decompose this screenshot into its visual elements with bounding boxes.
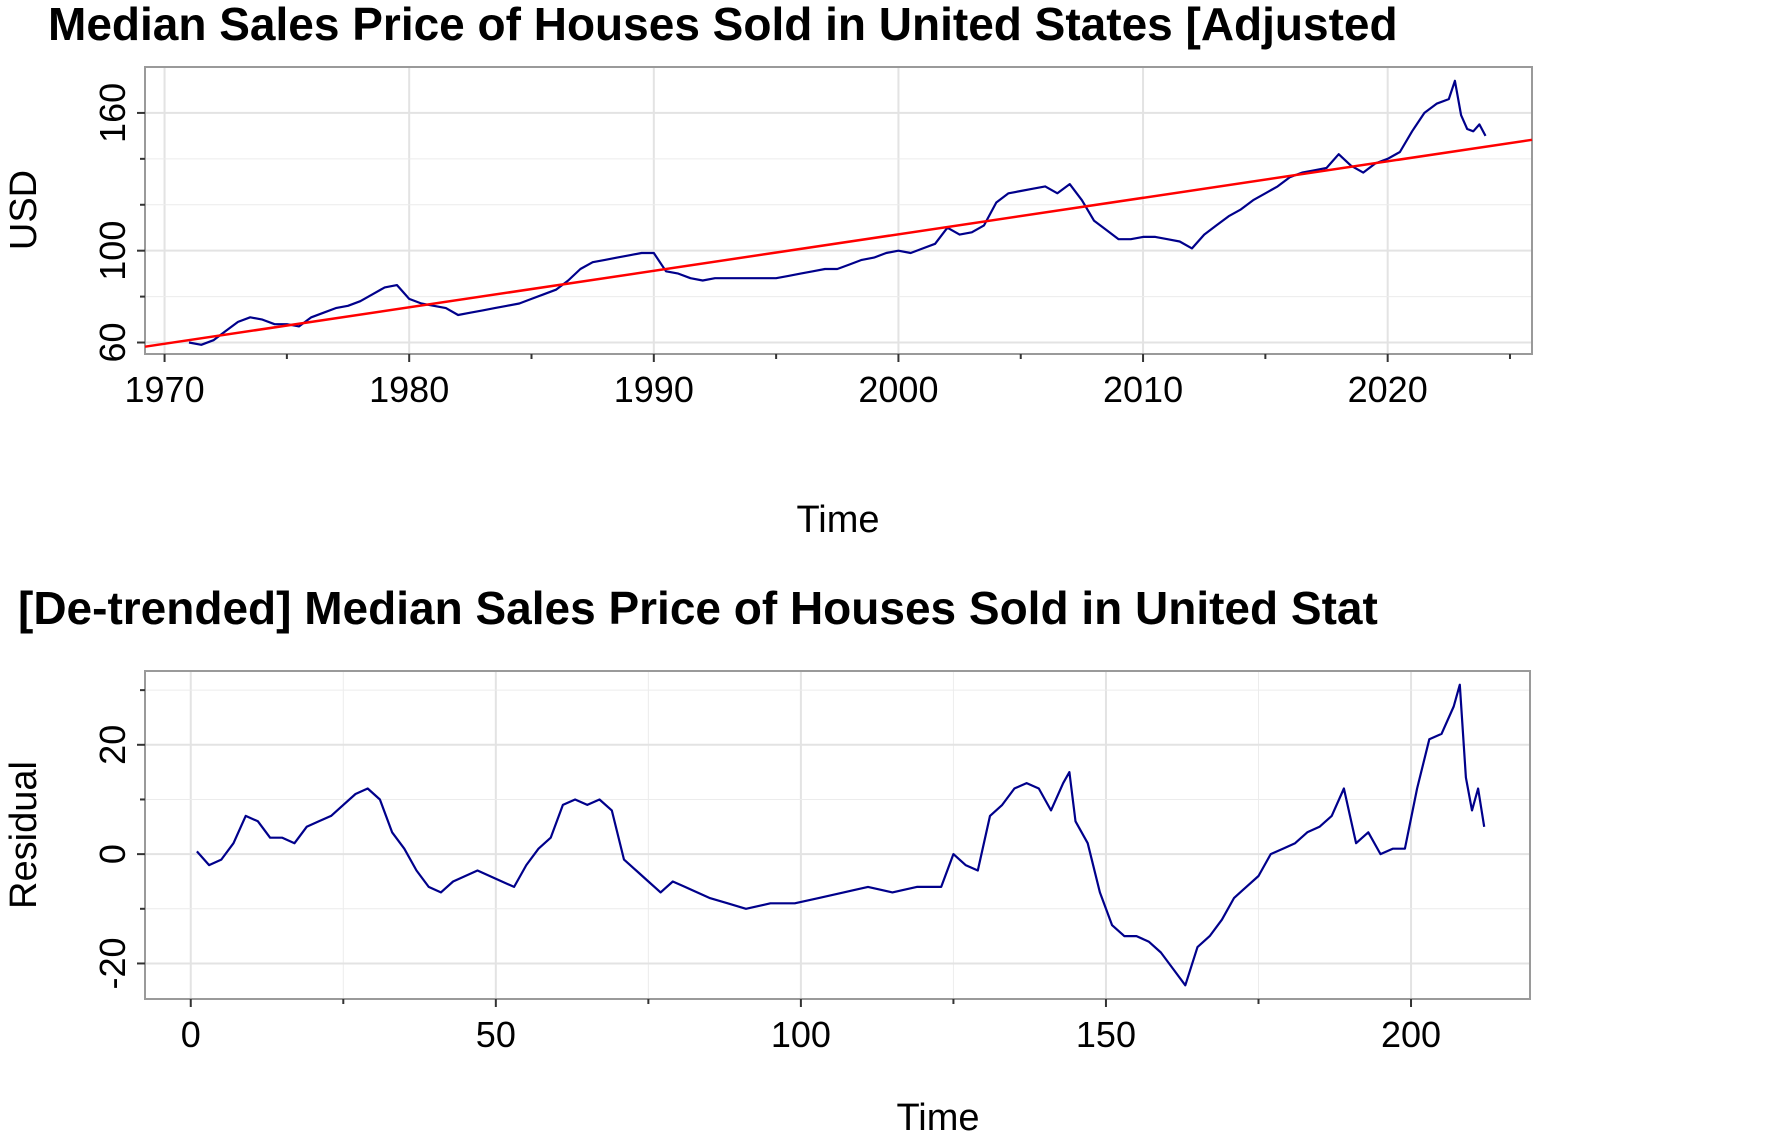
x-tick-label: 0 (181, 1014, 201, 1055)
y-axis-label: Residual (3, 761, 45, 909)
gridlines (145, 671, 1530, 999)
x-tick-label: 50 (476, 1014, 516, 1055)
plot-area (145, 67, 1532, 354)
chart-title: [De-trended] Median Sales Price of House… (18, 582, 1378, 634)
chart-top: Median Sales Price of Houses Sold in Uni… (3, 0, 1533, 541)
x-tick-label: 1990 (614, 369, 694, 410)
series-group (144, 79, 1533, 348)
y-axis-label: USD (3, 170, 45, 250)
series-group (196, 683, 1486, 987)
axis-ticks: 1970 1980 1990 2000 2010 2020 60 100 160 (92, 83, 1511, 410)
x-tick-label: 150 (1076, 1014, 1136, 1055)
trend-line (144, 138, 1533, 348)
gridlines (145, 67, 1532, 354)
y-tick-label: -20 (92, 937, 133, 989)
series-line (196, 683, 1486, 987)
plot-frame (144, 670, 1531, 1000)
x-tick-label: 100 (771, 1014, 831, 1055)
y-tick-label: 60 (92, 322, 133, 362)
y-tick-label: 160 (92, 83, 133, 143)
x-tick-label: 2000 (858, 369, 938, 410)
chart-bottom: [De-trended] Median Sales Price of House… (3, 582, 1531, 1139)
axis-ticks: 0 50 100 150 200 -20 0 20 (92, 689, 1441, 1055)
y-tick-label: 20 (92, 725, 133, 765)
x-tick-label: 1970 (125, 369, 205, 410)
plot-frame (144, 66, 1533, 355)
x-axis-label: Time (896, 1097, 979, 1139)
y-tick-label: 100 (92, 221, 133, 281)
x-tick-label: 2010 (1103, 369, 1183, 410)
x-tick-label: 200 (1381, 1014, 1441, 1055)
plot-area (145, 671, 1530, 999)
x-tick-label: 1980 (369, 369, 449, 410)
x-axis-label: Time (796, 499, 879, 541)
chart-title: Median Sales Price of Houses Sold in Uni… (48, 0, 1398, 50)
x-tick-label: 2020 (1348, 369, 1428, 410)
y-tick-label: 0 (92, 844, 133, 864)
